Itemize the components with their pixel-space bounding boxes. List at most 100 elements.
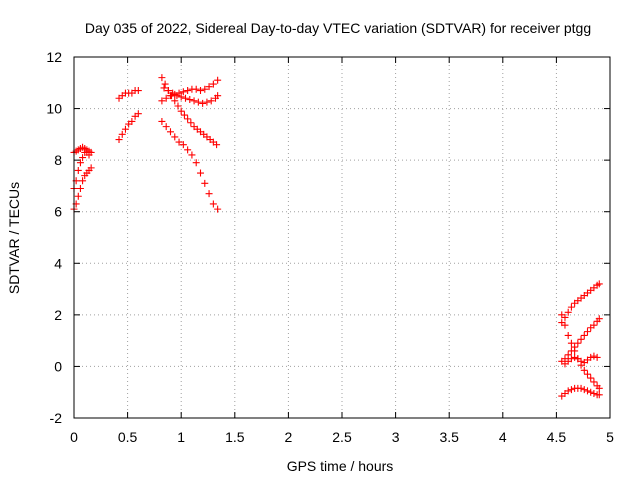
data-point xyxy=(201,179,209,187)
data-point xyxy=(194,98,202,106)
data-point xyxy=(590,321,598,329)
data-point xyxy=(184,146,192,154)
data-point xyxy=(561,321,569,329)
data-point xyxy=(179,141,187,149)
data-point xyxy=(587,353,595,361)
y-tick-label: 12 xyxy=(46,49,62,65)
x-axis-label: GPS time / hours xyxy=(287,458,394,474)
data-point xyxy=(580,331,588,339)
data-point xyxy=(201,85,209,93)
data-point xyxy=(79,177,87,185)
data-point xyxy=(196,87,204,95)
data-point xyxy=(590,390,598,398)
y-tick-label: 8 xyxy=(54,152,62,168)
data-point xyxy=(187,119,195,127)
y-tick-label: 4 xyxy=(54,255,62,271)
data-point xyxy=(595,391,603,399)
data-point xyxy=(580,366,588,374)
data-point xyxy=(593,353,601,361)
data-point xyxy=(583,387,591,395)
data-point xyxy=(184,87,192,95)
data-point xyxy=(190,97,198,105)
y-tick-label: -2 xyxy=(50,410,63,426)
data-point xyxy=(209,200,217,208)
data-point xyxy=(115,136,123,144)
data-point xyxy=(196,169,204,177)
data-point xyxy=(595,315,603,323)
data-point xyxy=(567,355,575,363)
data-point xyxy=(171,97,179,105)
data-point xyxy=(564,331,572,339)
y-tick-label: 0 xyxy=(54,358,62,374)
data-point xyxy=(173,92,181,100)
data-point xyxy=(577,384,585,392)
data-point xyxy=(128,117,136,125)
data-point xyxy=(571,347,579,355)
data-point xyxy=(134,110,142,118)
data-point xyxy=(87,164,95,172)
marker-layer xyxy=(70,74,603,400)
data-point xyxy=(590,378,598,386)
x-tick-label: 2 xyxy=(285,429,293,445)
data-point xyxy=(199,99,207,107)
chart-title: Day 035 of 2022, Sidereal Day-to-day VTE… xyxy=(85,20,591,36)
data-point xyxy=(162,123,170,131)
data-point xyxy=(567,303,575,311)
data-point xyxy=(583,370,591,378)
data-point xyxy=(564,351,572,359)
data-point xyxy=(177,107,185,115)
data-point xyxy=(134,87,142,95)
data-point xyxy=(164,87,172,95)
data-point xyxy=(580,386,588,394)
data-point xyxy=(587,374,595,382)
data-point xyxy=(595,384,603,392)
data-point xyxy=(583,328,591,336)
x-tick-label: 0 xyxy=(70,429,78,445)
data-point xyxy=(590,352,598,360)
data-point xyxy=(186,96,194,104)
grid-layer xyxy=(74,57,610,418)
data-point xyxy=(192,159,200,167)
data-point xyxy=(76,185,84,193)
y-axis-label: SDTVAR / TECUs xyxy=(6,182,22,294)
data-point xyxy=(79,154,87,162)
data-point xyxy=(171,133,179,141)
data-point xyxy=(76,159,84,167)
data-point xyxy=(169,89,177,97)
data-point xyxy=(558,311,566,319)
x-tick-label: 4 xyxy=(499,429,507,445)
data-point xyxy=(567,339,575,347)
data-point xyxy=(181,94,189,102)
data-point xyxy=(205,190,213,198)
x-tick-label: 2.5 xyxy=(332,429,352,445)
data-point xyxy=(207,97,215,105)
data-point xyxy=(180,111,188,119)
data-point xyxy=(564,308,572,316)
data-point xyxy=(595,280,603,288)
x-tick-label: 3 xyxy=(392,429,400,445)
y-tick-label: 2 xyxy=(54,307,62,323)
y-tick-label: 6 xyxy=(54,204,62,220)
data-point xyxy=(587,388,595,396)
data-point xyxy=(577,335,585,343)
data-point xyxy=(179,88,187,96)
data-point xyxy=(177,93,185,101)
x-tick-label: 4.5 xyxy=(547,429,567,445)
data-point xyxy=(166,128,174,136)
data-point xyxy=(85,151,93,159)
data-point xyxy=(577,357,585,365)
data-point xyxy=(158,74,166,82)
data-point xyxy=(188,151,196,159)
data-point xyxy=(574,339,582,347)
data-point xyxy=(214,205,222,213)
x-tick-label: 5 xyxy=(606,429,614,445)
data-point xyxy=(158,97,166,105)
x-tick-label: 1 xyxy=(177,429,185,445)
data-point xyxy=(192,85,200,93)
data-point xyxy=(74,192,82,200)
x-tick-label: 3.5 xyxy=(439,429,459,445)
data-point xyxy=(175,138,183,146)
data-point xyxy=(567,386,575,394)
data-point xyxy=(213,141,221,149)
